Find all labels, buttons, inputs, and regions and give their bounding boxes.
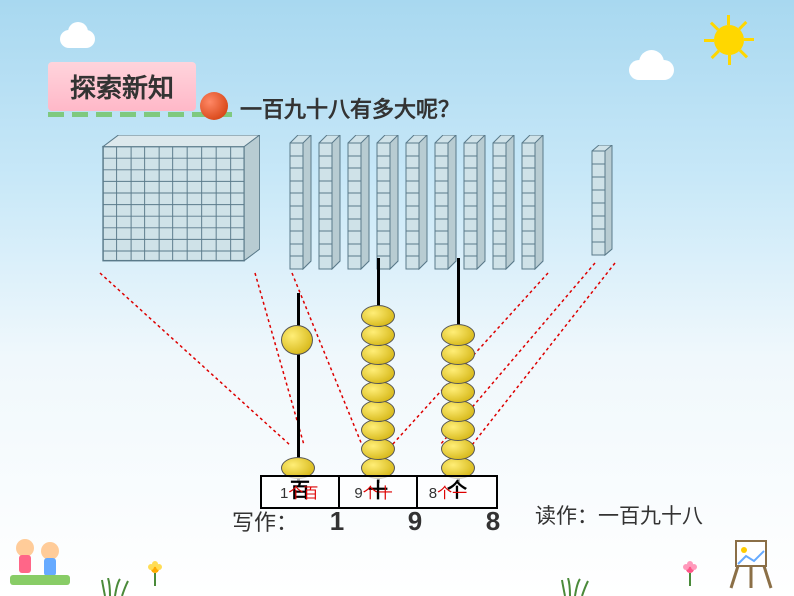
- visual-area: 百 十 个: [0, 135, 794, 475]
- abacus: 百 十 个: [250, 235, 530, 515]
- bullet-ball-icon: [200, 92, 228, 120]
- sun-decoration: [704, 15, 754, 65]
- written-form: 写作： 1 9 8: [232, 505, 532, 537]
- cloud-decoration: [629, 60, 674, 80]
- digit-hundreds: 1: [298, 506, 376, 537]
- section-header: 探索新知: [48, 62, 196, 111]
- ground-decoration: [0, 536, 794, 596]
- cloud-decoration: [60, 30, 95, 48]
- ones-blocks: [590, 145, 615, 260]
- count-labels: 1个百 9个十 8个一: [280, 482, 467, 503]
- question-text: 一百九十八有多大呢？: [240, 92, 460, 124]
- digit-ones: 8: [454, 506, 532, 537]
- hundred-block: [95, 135, 260, 280]
- write-label: 写作：: [232, 505, 298, 537]
- read-form: 读作：一百九十八: [535, 500, 703, 530]
- digit-tens: 9: [376, 506, 454, 537]
